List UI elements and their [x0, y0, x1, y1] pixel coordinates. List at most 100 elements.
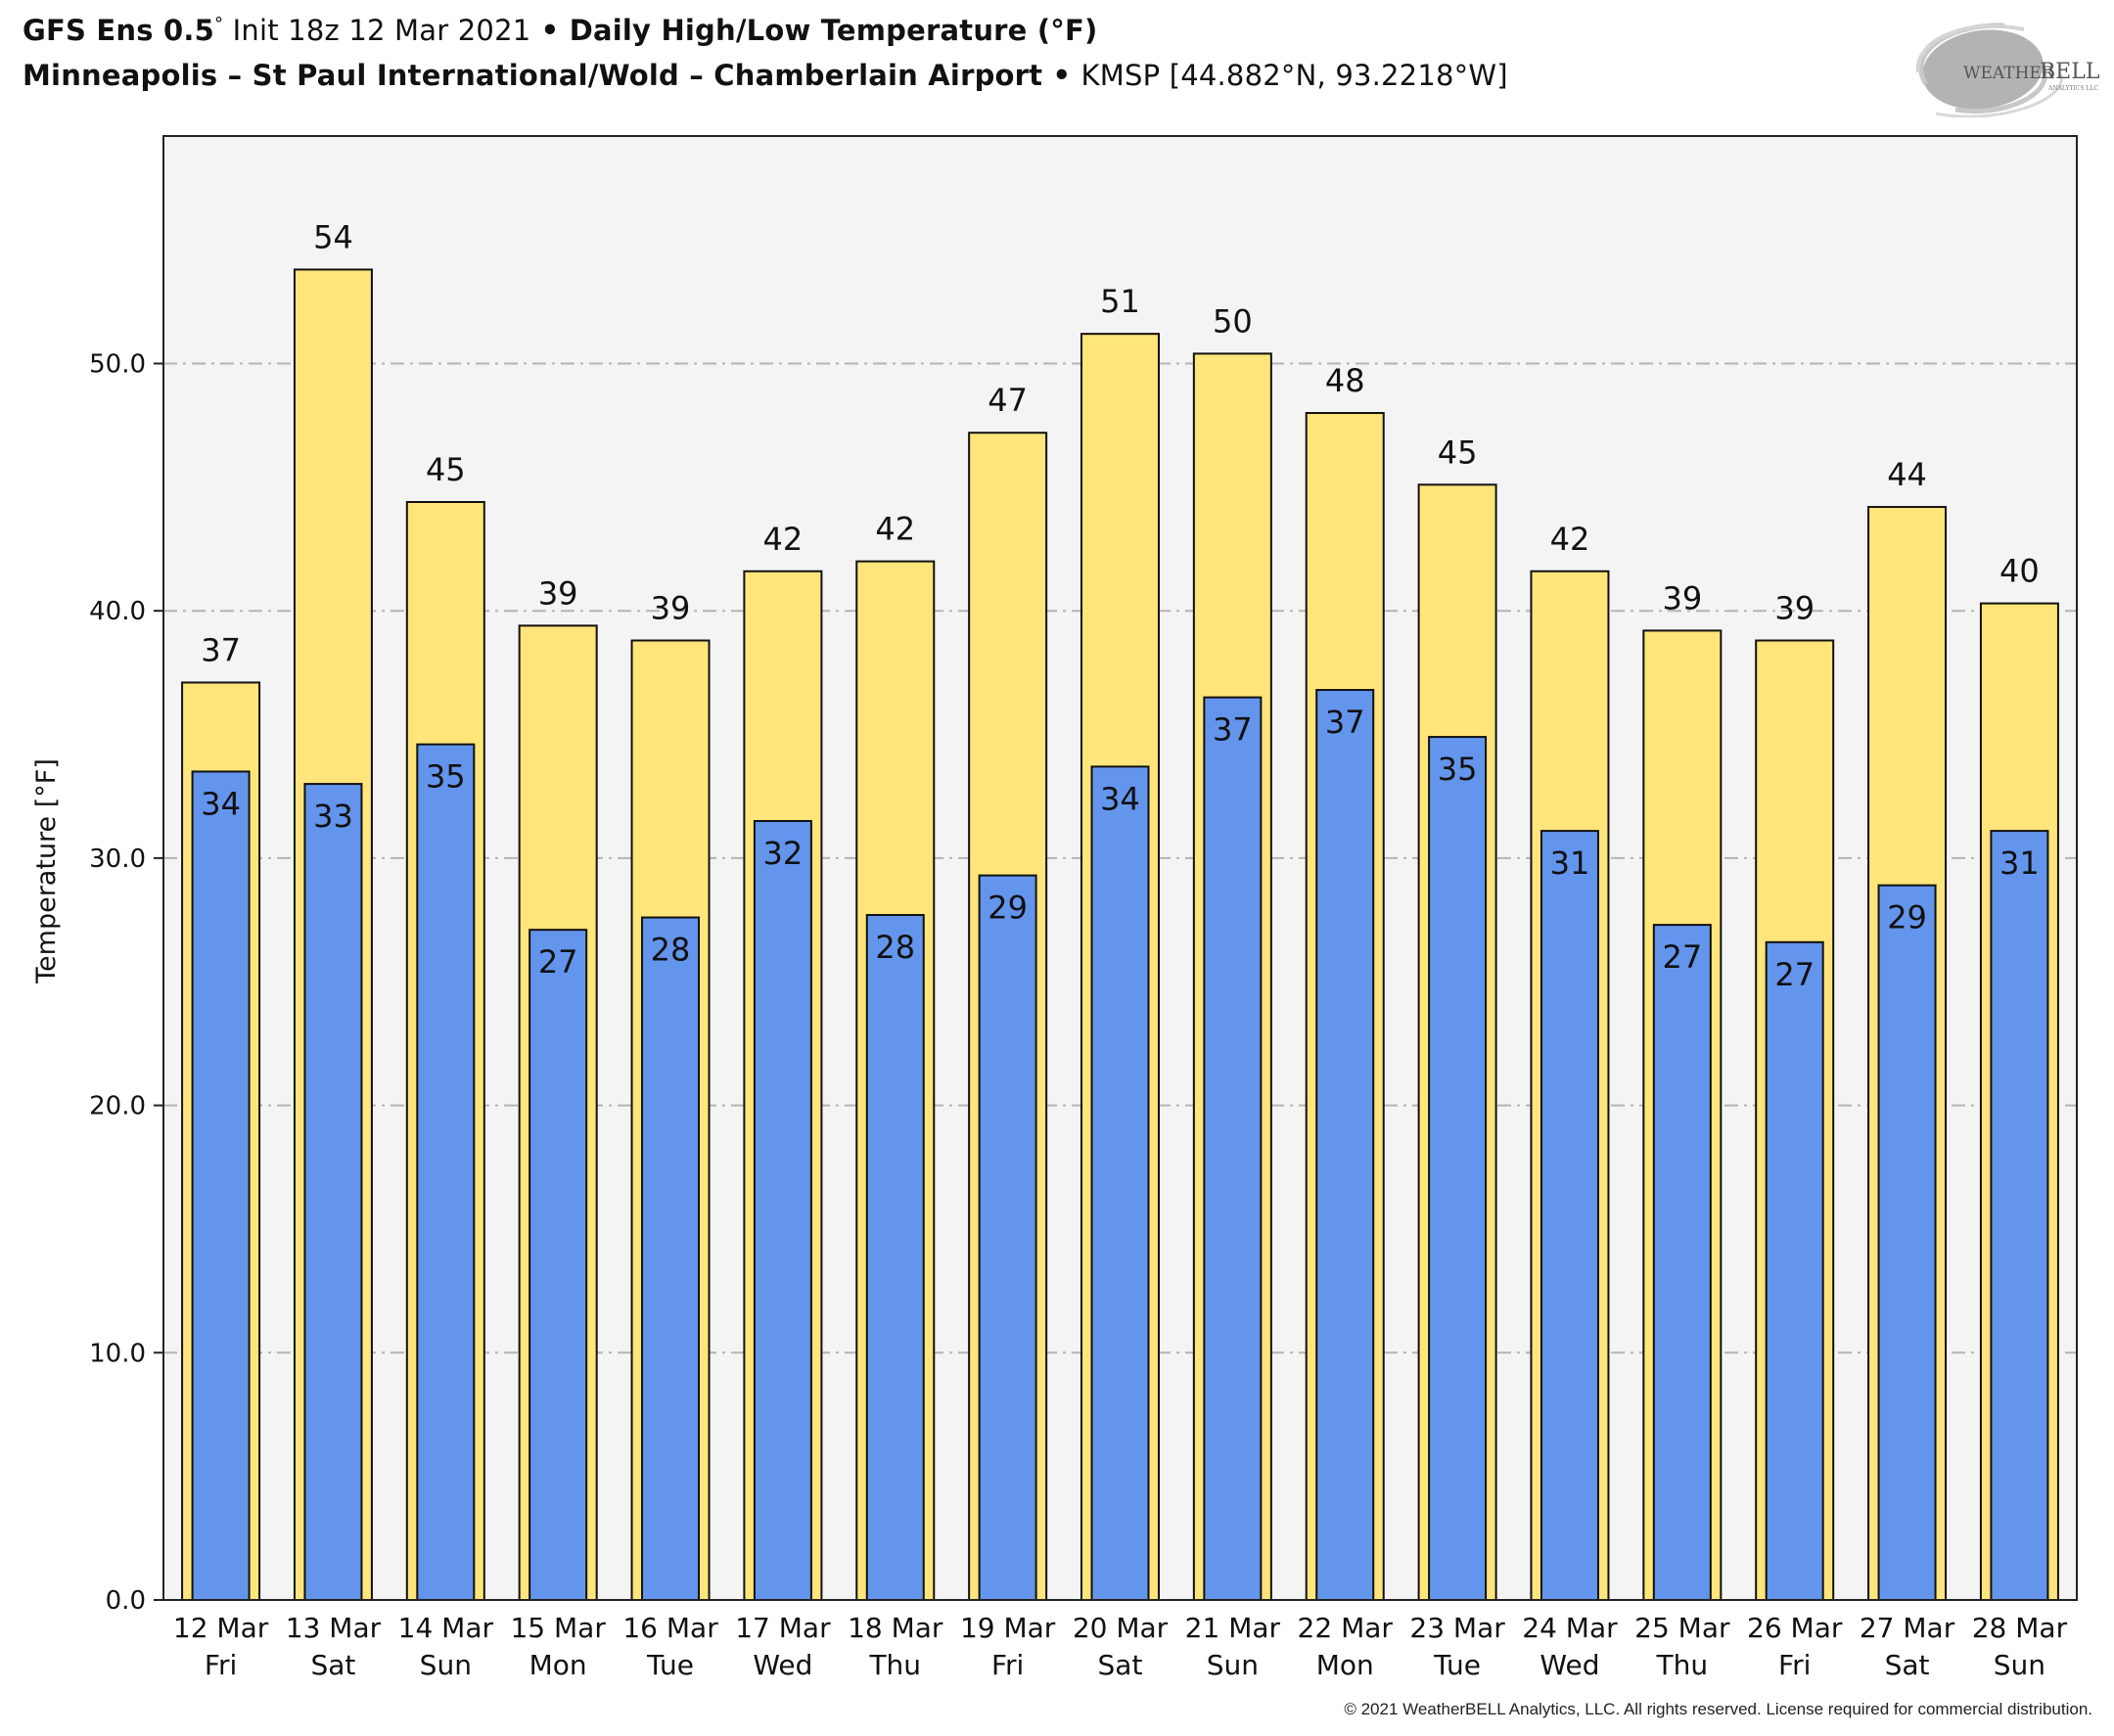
- low-temp-label: 27: [1662, 938, 1702, 976]
- x-tick-label-date: 19 Mar: [960, 1612, 1056, 1644]
- logo-text-subtitle: ANALYTICS LLC: [2047, 85, 2098, 92]
- bars: [181, 268, 2059, 1602]
- x-tick-label-date: 17 Mar: [735, 1612, 831, 1644]
- low-temp-label: 37: [1213, 711, 1253, 749]
- x-tick-label-day: Tue: [646, 1649, 694, 1681]
- y-tick-label: 30.0: [89, 845, 146, 874]
- x-tick-label-date: 16 Mar: [622, 1612, 718, 1644]
- low-temp-label: 37: [1325, 704, 1365, 741]
- high-temp-label: 45: [426, 451, 466, 488]
- chart-title-line1: GFS Ens 0.5° Init 18z 12 Mar 2021 • Dail…: [23, 14, 1097, 47]
- low-temp-label: 34: [201, 785, 241, 822]
- low-temp-bar: [1990, 830, 2049, 1601]
- low-temp-bar: [528, 929, 588, 1601]
- low-temp-label: 31: [1550, 845, 1590, 882]
- high-temp-label: 42: [875, 511, 915, 548]
- x-tick-label-date: 24 Mar: [1522, 1612, 1618, 1644]
- x-tick-label-date: 14 Mar: [398, 1612, 494, 1644]
- x-tick-label-day: Sat: [310, 1649, 355, 1681]
- low-temp-bar: [191, 770, 251, 1601]
- high-temp-label: 40: [1999, 553, 2040, 590]
- low-temp-bar: [753, 819, 812, 1601]
- low-temp-label: 27: [1774, 956, 1815, 993]
- low-temp-label: 29: [988, 890, 1028, 927]
- high-temp-label: 42: [1550, 521, 1590, 558]
- station-id-coords: KMSP [44.882°N, 93.2218°W]: [1080, 59, 1508, 92]
- x-tick-label-day: Mon: [1316, 1649, 1374, 1681]
- x-tick-label-date: 22 Mar: [1298, 1612, 1394, 1644]
- low-temp-bar: [1540, 830, 1599, 1601]
- weatherbell-logo: WEATHER BELL ANALYTICS LLC: [1897, 16, 2102, 118]
- title-separator: •: [1042, 59, 1081, 92]
- x-tick-label-day: Wed: [1540, 1649, 1599, 1681]
- bar-labels: 37 34 54 33 45 35 39 27 39 28 42 32 42 28 47 29 51 34 50 37…: [201, 218, 2040, 992]
- x-tick-label-date: 25 Mar: [1634, 1612, 1730, 1644]
- x-tick-label-day: Sun: [1994, 1649, 2045, 1681]
- x-tick-label-day: Thu: [868, 1649, 921, 1681]
- x-tick-label-day: Fri: [991, 1649, 1024, 1681]
- swirl-logo-icon: WEATHER BELL ANALYTICS LLC: [1915, 23, 2100, 118]
- logo-text-weather: WEATHER: [1963, 64, 2055, 83]
- high-temp-label: 54: [313, 218, 353, 255]
- degree-symbol: °: [213, 14, 224, 34]
- low-temp-label: 31: [1999, 845, 2040, 882]
- high-temp-label: 48: [1325, 362, 1365, 399]
- high-temp-label: 42: [763, 521, 804, 558]
- low-temp-bar: [1765, 940, 1824, 1601]
- low-temp-bar: [1203, 696, 1263, 1601]
- x-tick-label-day: Tue: [1433, 1649, 1481, 1681]
- high-temp-label: 39: [538, 574, 578, 612]
- x-tick-label-date: 28 Mar: [1972, 1612, 2068, 1644]
- low-temp-bar: [1428, 736, 1488, 1601]
- y-tick-label: 20.0: [89, 1092, 146, 1121]
- x-tick-label-day: Sat: [1098, 1649, 1143, 1681]
- low-temp-bar: [303, 783, 363, 1601]
- x-tick-label-date: 12 Mar: [173, 1612, 269, 1644]
- y-axis: 0.0 10.0 20.0 30.0 40.0 50.0: [89, 349, 163, 1616]
- low-temp-label: 33: [313, 798, 353, 835]
- high-temp-label: 39: [1662, 579, 1702, 617]
- low-temp-label: 27: [538, 943, 578, 981]
- copyright-notice: © 2021 WeatherBELL Analytics, LLC. All r…: [1344, 1700, 2092, 1718]
- x-tick-label-date: 20 Mar: [1073, 1612, 1169, 1644]
- x-tick-label-date: 21 Mar: [1185, 1612, 1281, 1644]
- low-temp-label: 28: [875, 929, 915, 966]
- y-tick-label: 0.0: [106, 1586, 146, 1616]
- low-temp-bar: [1652, 924, 1712, 1601]
- x-tick-label-date: 13 Mar: [286, 1612, 382, 1644]
- station-name: Minneapolis – St Paul International/Wold…: [23, 59, 1043, 92]
- high-temp-label: 51: [1100, 283, 1140, 320]
- low-temp-label: 35: [426, 758, 466, 796]
- chart-title-line2: Minneapolis – St Paul International/Wold…: [23, 59, 1508, 92]
- x-tick-label-day: Sun: [1207, 1649, 1259, 1681]
- low-temp-bar: [416, 743, 476, 1601]
- x-tick-label-day: Sun: [420, 1649, 472, 1681]
- high-temp-label: 44: [1887, 456, 1927, 493]
- model-name: GFS Ens 0.5: [23, 14, 214, 47]
- low-temp-bar: [1090, 765, 1150, 1601]
- x-tick-label-day: Wed: [753, 1649, 812, 1681]
- title-separator: •: [530, 14, 570, 47]
- low-temp-bar: [1877, 884, 1937, 1601]
- y-tick-label: 10.0: [89, 1339, 146, 1368]
- x-tick-label-date: 23 Mar: [1409, 1612, 1505, 1644]
- high-temp-label: 50: [1213, 302, 1253, 340]
- x-tick-label-day: Fri: [205, 1649, 237, 1681]
- high-temp-label: 47: [988, 382, 1028, 419]
- high-temp-label: 39: [1774, 590, 1815, 627]
- low-temp-bar: [641, 916, 701, 1601]
- x-tick-label-day: Thu: [1656, 1649, 1709, 1681]
- x-tick-label-date: 15 Mar: [510, 1612, 606, 1644]
- plot-frame: [162, 135, 2078, 1601]
- low-temp-bar: [1315, 689, 1375, 1601]
- x-tick-label-date: 18 Mar: [848, 1612, 943, 1644]
- high-temp-label: 45: [1438, 434, 1478, 471]
- low-temp-bar: [865, 914, 925, 1601]
- init-time: Init 18z 12 Mar 2021: [223, 14, 531, 47]
- x-tick-label-day: Sat: [1885, 1649, 1930, 1681]
- low-temp-label: 35: [1438, 751, 1478, 788]
- low-temp-bar: [978, 874, 1037, 1601]
- low-temp-label: 29: [1887, 899, 1927, 937]
- y-tick-label: 50.0: [89, 349, 146, 379]
